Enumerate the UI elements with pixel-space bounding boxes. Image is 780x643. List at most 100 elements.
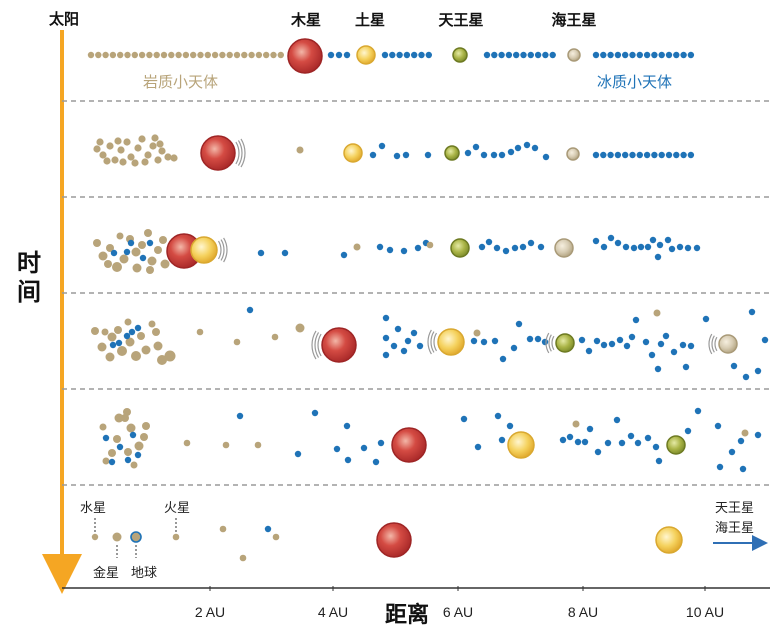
icy-body [414, 244, 422, 252]
icy-body [632, 316, 640, 324]
icy-body [382, 351, 390, 359]
rocky-body [175, 51, 182, 59]
icy-body [644, 243, 652, 251]
icy-body [483, 51, 491, 59]
icy-body [702, 315, 710, 323]
rocky-body [123, 138, 131, 146]
icy-body [382, 334, 390, 342]
icy-body [400, 247, 408, 255]
icy-body [294, 450, 302, 458]
uranus-planet [666, 435, 686, 455]
icy-body [657, 340, 665, 348]
icy-body [628, 333, 636, 341]
rocky-body [117, 346, 127, 356]
icy-body [506, 422, 514, 430]
rocky-body [138, 135, 146, 143]
icy-body [510, 344, 518, 352]
rocky-body [95, 51, 102, 59]
icy-body [340, 251, 348, 259]
icy-body [523, 141, 531, 149]
icy-body [637, 243, 645, 251]
rocky-body [263, 51, 270, 59]
jupiter-motion-wave [311, 330, 317, 360]
icy-body [622, 51, 629, 59]
neptune-planet [718, 334, 738, 354]
rocky-body [138, 51, 146, 59]
icy-body [498, 51, 505, 59]
icy-body [737, 437, 745, 445]
icy-body [360, 444, 368, 452]
icy-body [643, 51, 651, 59]
icy-body [378, 142, 386, 150]
rocky-body [93, 145, 101, 153]
icy-body [425, 51, 432, 59]
neptune-planet [567, 48, 581, 62]
rocky-body [154, 246, 162, 254]
rocky-body [183, 439, 191, 447]
icy-body [108, 458, 116, 466]
rocky-body [91, 327, 99, 335]
uranus-motion-wave [551, 335, 555, 351]
icy-body [654, 253, 662, 261]
icy-bodies-label: 冰质小天体 [597, 73, 673, 91]
rocky-body [152, 328, 160, 336]
icy-body [460, 415, 468, 423]
rocky-body [125, 337, 135, 347]
rocky-body [153, 51, 160, 59]
icy-body [684, 427, 692, 435]
rocky-body [103, 157, 111, 165]
icy-body [393, 152, 401, 160]
icy-body [139, 254, 147, 262]
icy-body [396, 51, 403, 59]
rocky-body [119, 158, 127, 166]
rocky-body [96, 138, 104, 146]
rocky-body [255, 51, 263, 59]
rocky-body [131, 247, 141, 257]
rocky-body [141, 345, 151, 355]
icy-body [246, 306, 254, 314]
neptune-motion-wave [711, 335, 715, 353]
icy-body [748, 308, 756, 316]
icy-body [655, 457, 663, 465]
rocky-body [130, 461, 138, 469]
tick-2au: 2 AU [194, 604, 226, 620]
icy-body [390, 342, 398, 350]
rocky-body [149, 142, 157, 150]
rocky-body [160, 51, 168, 59]
icy-body [636, 51, 643, 59]
icy-body [642, 338, 650, 346]
rocky-body [196, 328, 204, 336]
icy-body [634, 439, 642, 447]
jupiter-planet [391, 427, 427, 463]
rocky-body [426, 241, 434, 249]
rocky-body [572, 420, 580, 428]
icy-body [739, 465, 747, 473]
icy-body [534, 51, 542, 59]
saturn-planet [356, 45, 376, 65]
icy-body [616, 336, 624, 344]
rocky-body [158, 147, 166, 155]
rocky-body [248, 51, 255, 59]
rocky-body [172, 533, 180, 541]
tick-8au: 8 AU [567, 604, 599, 620]
rocky-body [144, 151, 152, 159]
icy-body [527, 239, 535, 247]
icy-body [662, 332, 670, 340]
icy-body [534, 335, 542, 343]
rocky-body [151, 134, 159, 142]
jupiter-planet [321, 327, 357, 363]
time-axis-title-2: 间 [17, 278, 41, 306]
jupiter-motion-wave [235, 141, 240, 165]
rocky-body [473, 329, 481, 337]
icy-body [687, 342, 695, 350]
icy-body [344, 456, 352, 464]
rocky-body [99, 423, 107, 431]
rocky-body [114, 326, 122, 334]
rocky-body [124, 318, 132, 326]
icy-body [673, 151, 680, 159]
icy-body [519, 243, 527, 251]
icy-body [592, 51, 600, 59]
rocky-body [159, 236, 167, 244]
uranus-planet [452, 47, 468, 63]
saturn-motion-wave [220, 239, 225, 261]
